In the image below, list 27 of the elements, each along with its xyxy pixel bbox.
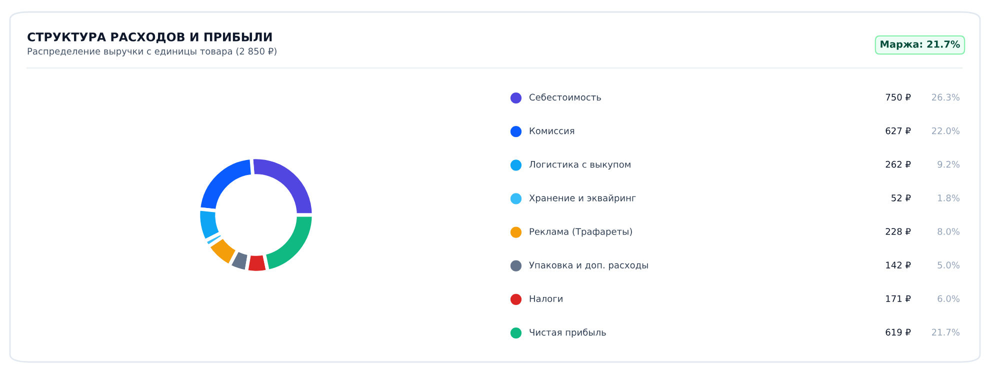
legend-label: Хранение и эквайринг (529, 194, 636, 204)
text: 262 ₽ (886, 160, 911, 168)
text: Маржа: 21.7% (880, 40, 960, 50)
text: 142 ₽ (886, 262, 911, 268)
text: 52 ₽ (892, 194, 911, 202)
legend-label: Себестоимость (530, 93, 601, 101)
legend-label: Логистика с выкупом (529, 161, 630, 170)
text: 21.7% (932, 328, 960, 336)
legend-label: Комиссия (530, 127, 574, 134)
chart-title: СТРУКТУРА РАСХОДОВ И ПРИБЫЛИ (28, 32, 272, 44)
text: 750 ₽ (886, 94, 911, 101)
legend-label: Чистая прибыль (530, 328, 606, 338)
text: 9.2% (938, 160, 960, 168)
text: 627 ₽ (886, 127, 911, 134)
text: 6.0% (938, 295, 960, 302)
text: 228 ₽ (886, 228, 911, 235)
text: 5.0% (938, 262, 960, 268)
legend-label: Упаковка и доп. расходы (529, 262, 648, 270)
text: 171 ₽ (886, 295, 911, 302)
chart-subtitle: Распределение выручки с единицы товара (2 850 ₽) (28, 48, 276, 56)
text: 26.3% (932, 94, 960, 101)
text: 8.0% (938, 228, 960, 235)
text: 22.0% (932, 127, 960, 134)
legend-label: Налоги (530, 295, 562, 302)
text: 619 ₽ (886, 328, 911, 336)
text: 1.8% (938, 194, 960, 202)
legend-label: Реклама (Трафареты) (530, 228, 632, 237)
